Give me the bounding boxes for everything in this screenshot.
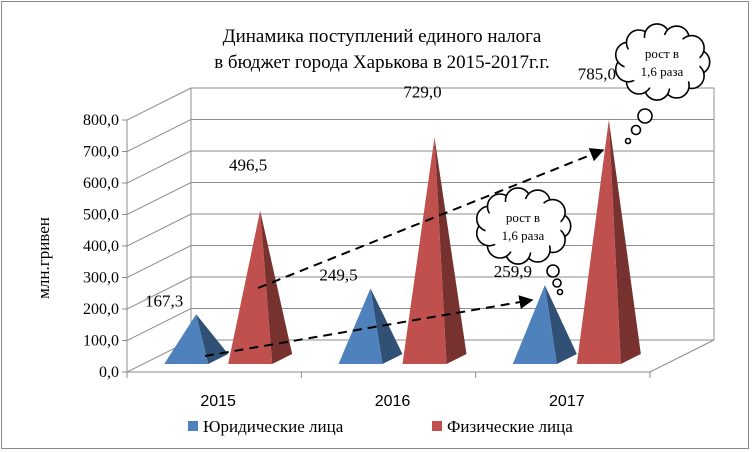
- x-axis-tick-labels: 2015 2016 2017: [200, 393, 584, 410]
- cloud-tail-bubble: [546, 264, 560, 278]
- data-label: 167,3: [145, 291, 183, 310]
- x-tick-label: 2016: [375, 393, 411, 410]
- pyramid-front-face: [338, 288, 383, 364]
- y-tick-label: 300,0: [83, 270, 119, 287]
- y-tick-label: 500,0: [83, 207, 119, 224]
- gridline: [126, 119, 714, 152]
- cloud-body: [485, 199, 561, 253]
- pyramid-side-face: [434, 137, 467, 364]
- y-axis-label: млн.гривен: [34, 217, 53, 299]
- pyramid-front-face: [512, 285, 557, 364]
- legend-swatch-series-1: [188, 421, 198, 431]
- data-labels: 167,3 249,5 259,9 496,5 729,0 785,0: [145, 65, 616, 311]
- pyramid-1-2016: [338, 288, 403, 364]
- y-tick-label: 800,0: [83, 112, 119, 129]
- pyramid-1-2017: [512, 285, 577, 364]
- pyramid-front-face: [228, 210, 273, 364]
- data-label: 259,9: [494, 262, 532, 281]
- cloud-text-line-2: 1,6 раза: [502, 228, 545, 243]
- cloud-text-line-1: рост в: [645, 46, 679, 61]
- gridline: [126, 182, 714, 215]
- pyramid-front-face: [164, 314, 209, 364]
- trend-arrow: [204, 295, 534, 357]
- pyramid-side-face: [260, 210, 293, 364]
- legend: Юридические лица Физические лица: [188, 417, 573, 436]
- pyramid-2-2016: [402, 137, 467, 364]
- chart-title-line-1: Динамика поступлений единого налога: [223, 26, 542, 47]
- y-tick-label: 200,0: [83, 301, 119, 318]
- cloud-text-line-1: рост в: [506, 210, 540, 225]
- pyramid-front-face: [402, 137, 447, 364]
- pyramid-side-face: [608, 119, 641, 364]
- annotation-cloud-1: рост в 1,6 раза: [614, 23, 711, 145]
- cloud-tail-bubble: [630, 124, 642, 136]
- y-axis-tick-labels: 0,0 100,0 200,0 300,0 400,0 500,0 600,0 700,0 80…: [83, 112, 119, 381]
- data-label: 729,0: [403, 82, 441, 101]
- pyramid-2-2015: [228, 210, 293, 364]
- data-label: 249,5: [319, 265, 357, 284]
- cloud-text-line-2: 1,6 раза: [641, 64, 684, 79]
- pyramid-side-face: [196, 314, 229, 364]
- gridline: [126, 150, 714, 184]
- legend-label-series-2: Физические лица: [447, 417, 573, 436]
- pyramid-2-2017: [576, 119, 641, 364]
- annotation-cloud-2: рост в 1,6 раза: [475, 187, 572, 296]
- trend-arrow: [257, 148, 605, 289]
- pyramid-series: [164, 119, 641, 364]
- cloud-tail-bubble: [552, 278, 562, 288]
- cloud-tail-bubble: [556, 288, 564, 296]
- gridline: [126, 87, 714, 121]
- cloud-tail-bubble: [637, 108, 653, 124]
- y-tick-label: 600,0: [83, 175, 119, 192]
- pyramid-1-2015: [164, 314, 229, 364]
- legend-label-series-1: Юридические лица: [203, 417, 344, 436]
- cloud-body: [624, 35, 700, 89]
- x-tick-label: 2015: [200, 393, 236, 410]
- data-label: 785,0: [578, 65, 616, 84]
- y-tick-label: 400,0: [83, 238, 119, 255]
- gridlines: [122, 87, 714, 373]
- cloud-tail-bubble: [624, 137, 632, 145]
- y-tick-label: 700,0: [83, 144, 119, 161]
- x-tick-label: 2017: [549, 393, 585, 410]
- y-tick-label: 0,0: [99, 364, 119, 381]
- pyramid-side-face: [370, 288, 403, 364]
- annotation-clouds: рост в 1,6 раза рост в 1,6 раза: [475, 23, 711, 296]
- chart-title-line-2: в бюджет города Харькова в 2015-2017г.г.: [214, 52, 550, 73]
- pyramid-front-face: [576, 119, 621, 364]
- gridline: [126, 276, 714, 310]
- pyramid-side-face: [544, 285, 577, 364]
- legend-swatch-series-2: [432, 421, 442, 431]
- trend-arrows: [204, 148, 605, 357]
- data-label: 496,5: [229, 156, 267, 175]
- y-tick-label: 100,0: [83, 333, 119, 350]
